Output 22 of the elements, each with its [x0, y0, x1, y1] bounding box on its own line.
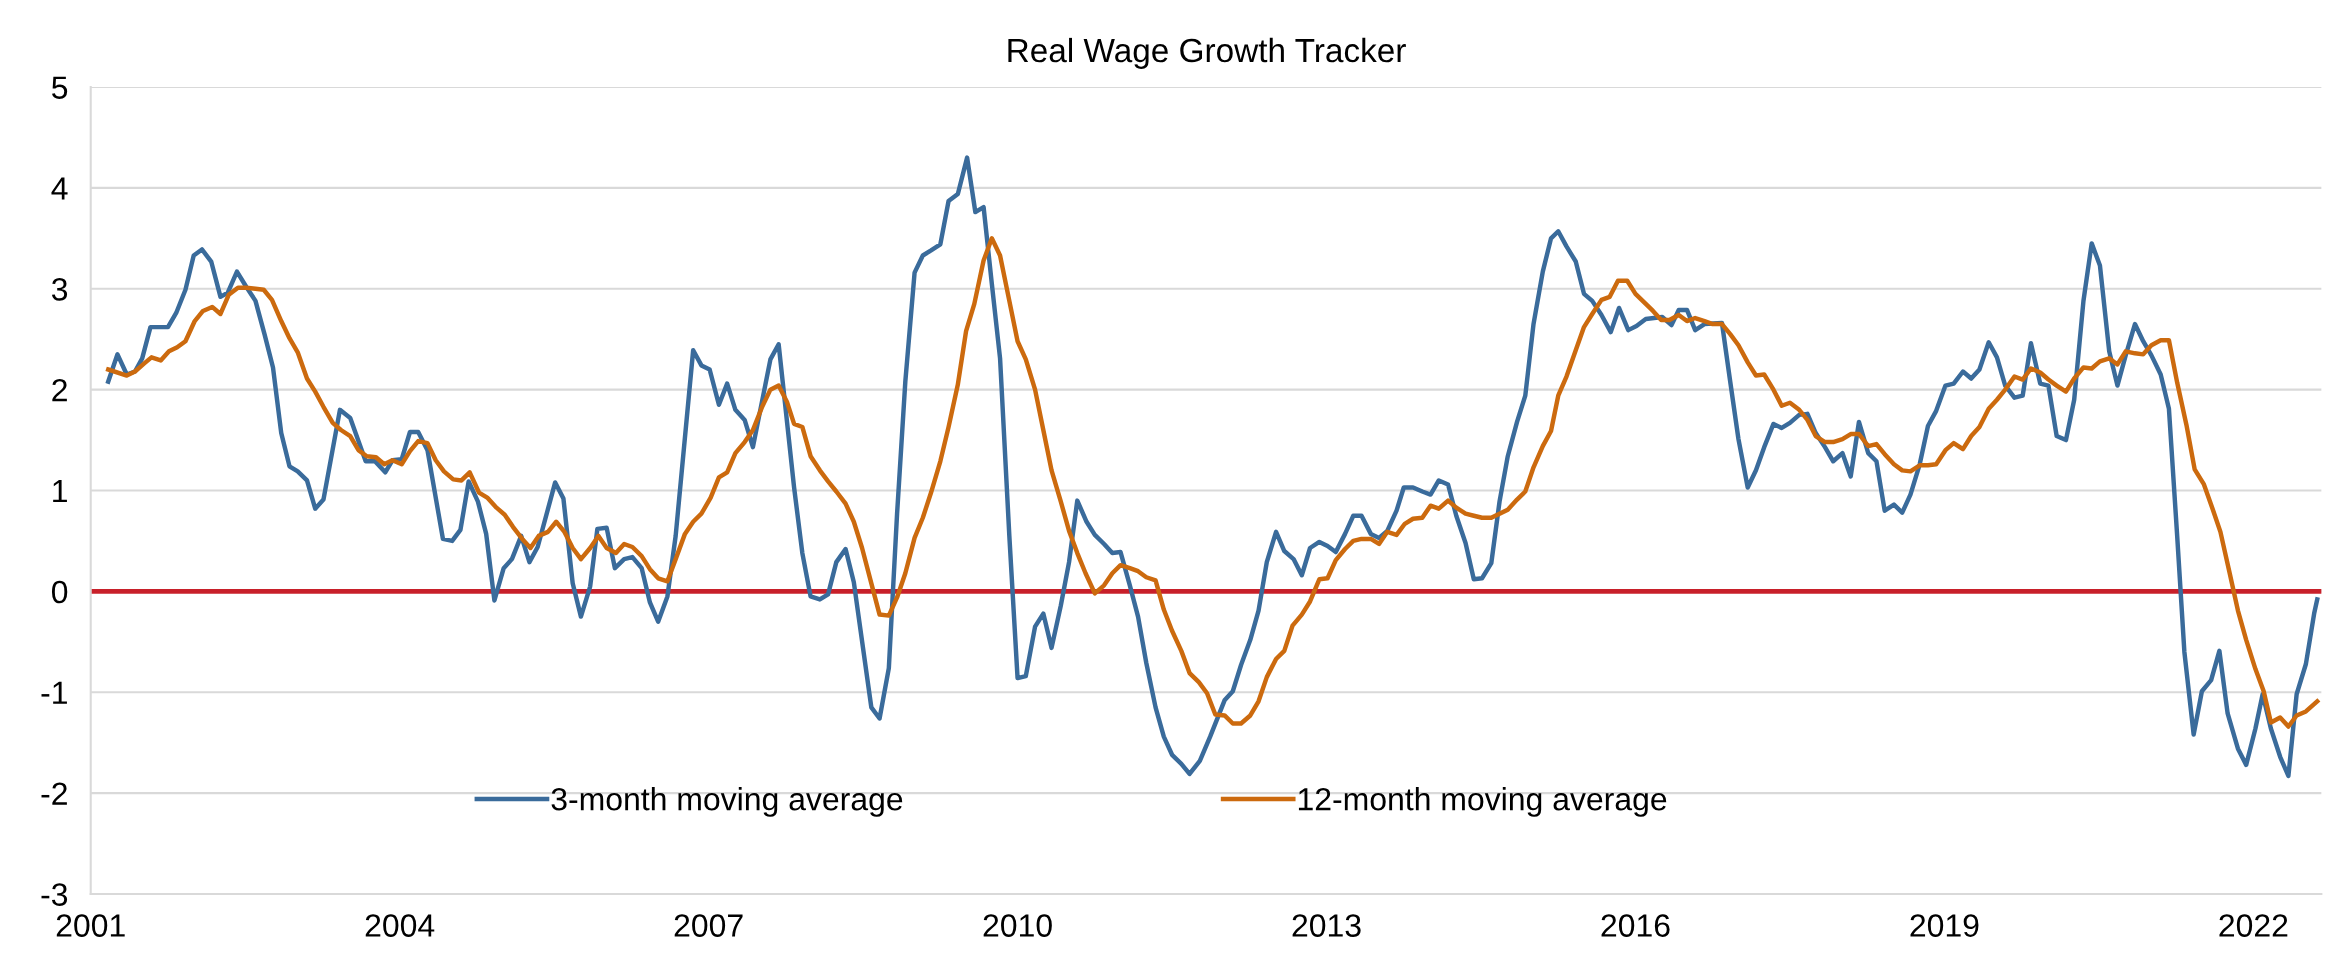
x-tick-label: 2022 [2219, 914, 2288, 937]
y-tick-label: 4 [51, 177, 68, 200]
y-tick-label: 0 [51, 580, 68, 604]
chart-title: Real Wage Growth Tracker [1008, 37, 1406, 69]
x-tick-label: 2019 [1910, 914, 1979, 937]
x-tick-label: 2001 [56, 914, 125, 937]
x-tick-label: 2004 [365, 914, 435, 937]
y-tick-label: -3 [41, 883, 68, 906]
x-tick-label: 2007 [674, 914, 743, 937]
legend-label: 3-month moving average [551, 787, 903, 817]
y-tick-label: 2 [52, 378, 67, 402]
y-tick-label: 1 [53, 480, 67, 503]
x-tick-label: 2010 [983, 914, 1052, 937]
line-series [106, 155, 2320, 779]
y-tick-label: 3 [51, 278, 68, 301]
y-tick-label: 5 [52, 76, 68, 99]
line-series [106, 236, 2320, 729]
x-tick-label: 2016 [1601, 914, 1670, 937]
legend-label: 12-month moving average [1298, 787, 1667, 817]
x-tick-label: 2013 [1292, 914, 1361, 937]
y-tick-label: -1 [41, 681, 67, 704]
y-tick-label: -2 [41, 782, 67, 805]
